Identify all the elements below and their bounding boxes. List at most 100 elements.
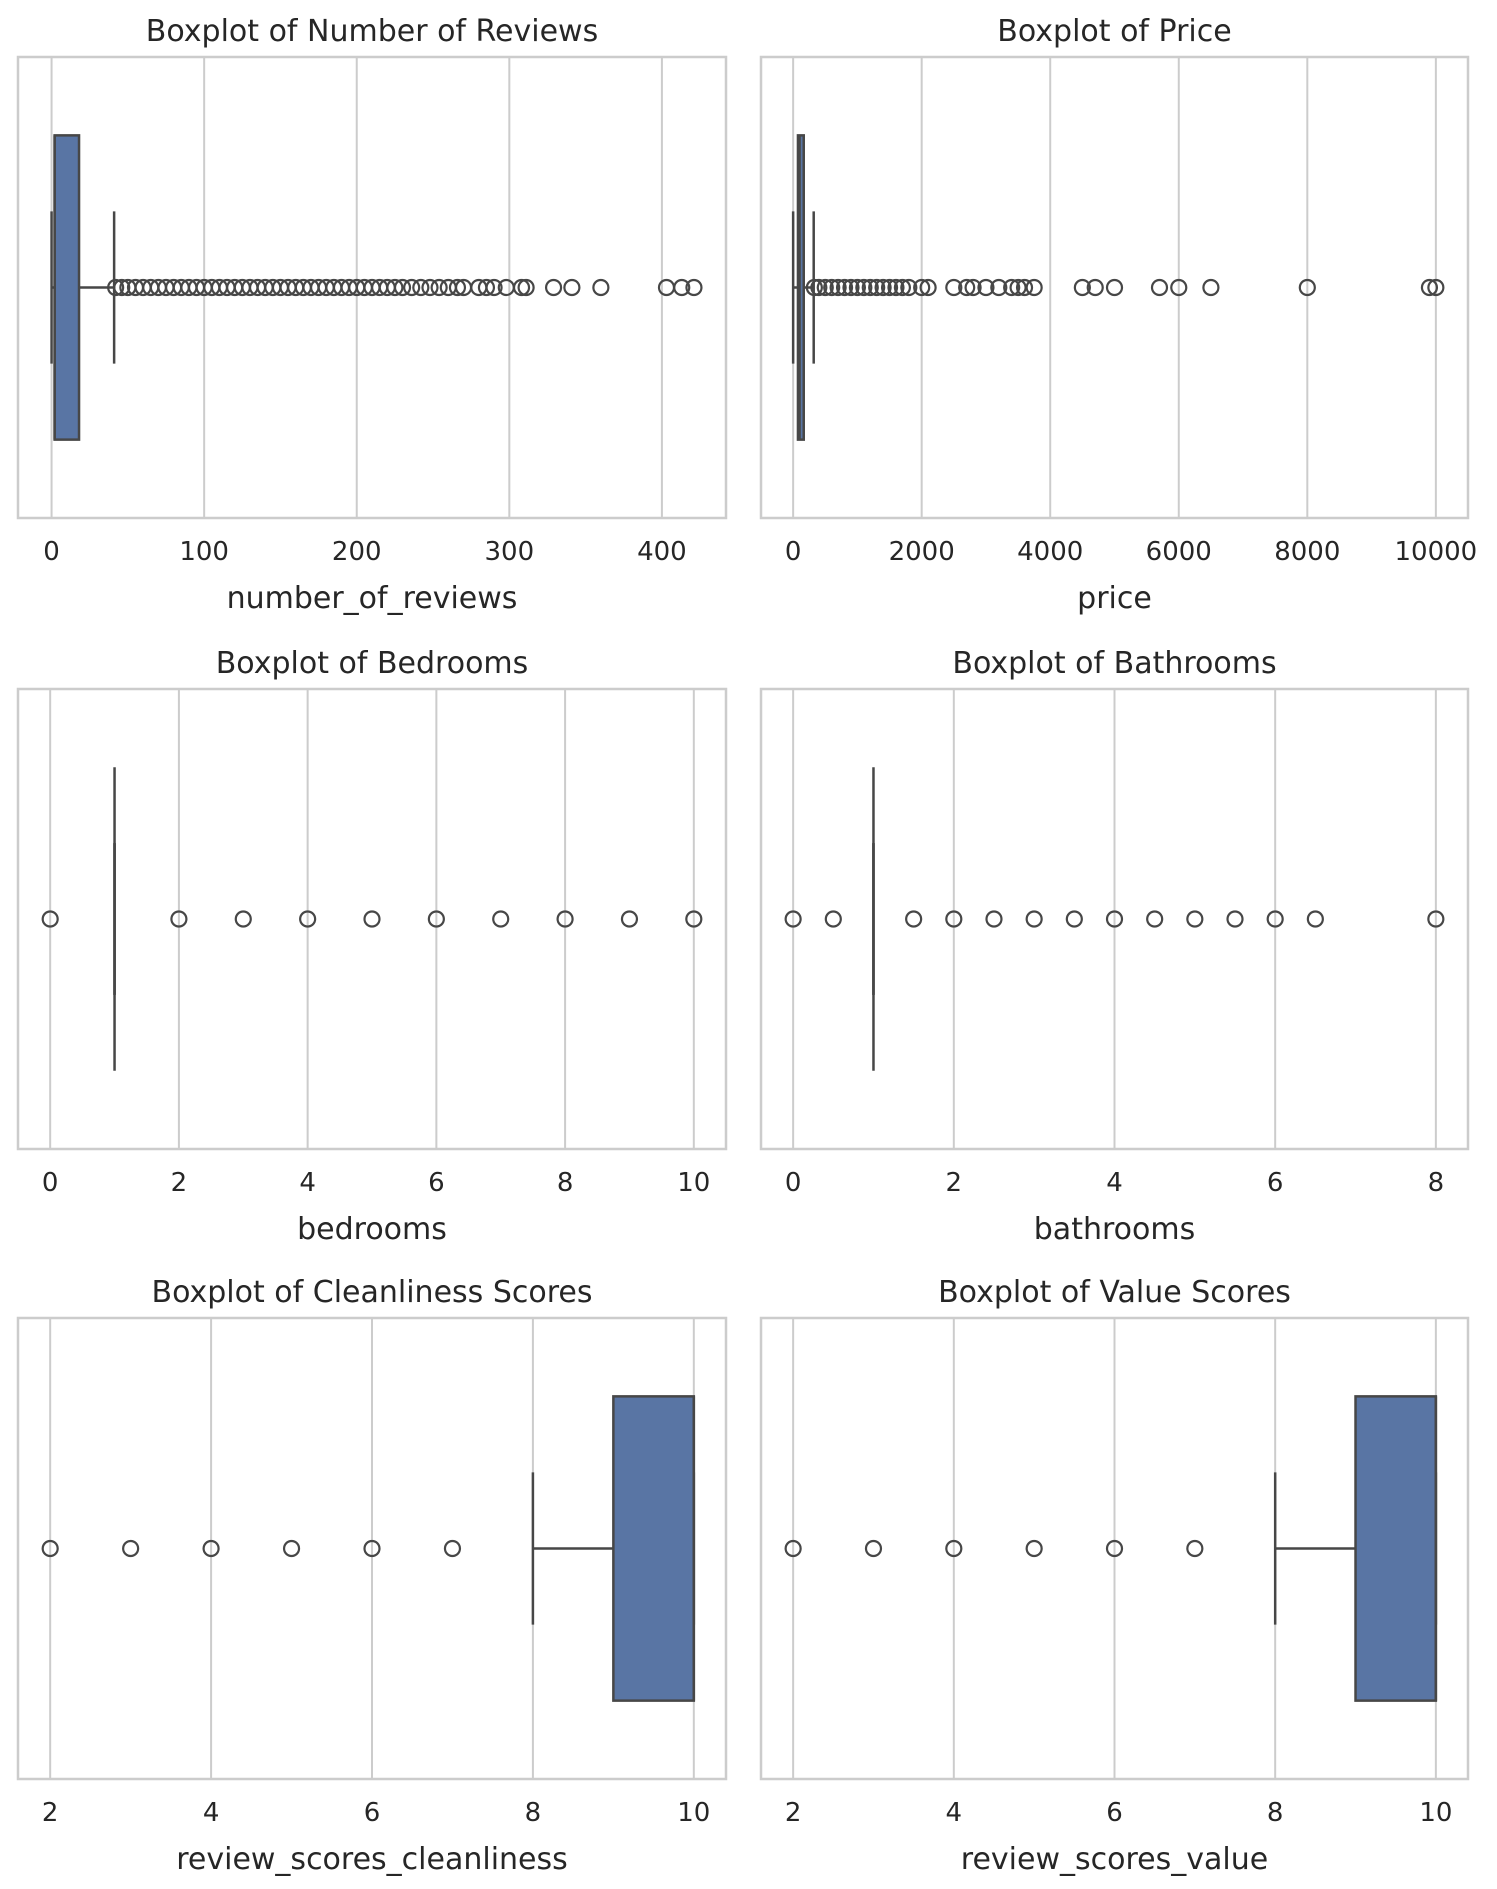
outlier-point (887, 278, 905, 297)
x-axis-label: bathrooms (1034, 1212, 1195, 1247)
x-tick-label: 4 (1106, 1168, 1123, 1198)
outlier-point (448, 278, 467, 297)
chart-title: Boxplot of Bedrooms (216, 646, 529, 681)
outlier-point (1298, 278, 1316, 297)
outlier-point (202, 1539, 220, 1558)
outlier-point (41, 1539, 59, 1558)
x-tick-label: 300 (485, 537, 535, 567)
outlier-point (913, 278, 931, 297)
outlier-point (1150, 278, 1169, 297)
outlier-point (945, 278, 963, 297)
axes-frame (16, 1316, 728, 1781)
outlier-point (41, 910, 59, 928)
x-tick-label: 6000 (1146, 537, 1212, 567)
outlier-point (855, 278, 873, 297)
outlier-point (784, 1539, 802, 1558)
iqr-box (53, 134, 81, 441)
x-tick-label: 4000 (1017, 537, 1083, 567)
x-tick-label: 2 (785, 1798, 802, 1828)
outlier-point (945, 1539, 963, 1558)
x-tick-label: 2000 (889, 537, 955, 567)
iqr-box (1354, 1395, 1438, 1702)
outlier-point (282, 1539, 301, 1558)
outlier-point (810, 278, 828, 297)
chart-title: Boxplot of Bathrooms (952, 646, 1276, 681)
outlier-point (393, 278, 412, 297)
outlier-point (234, 910, 252, 928)
outlier-point (673, 278, 691, 297)
outlier-point (492, 910, 510, 928)
x-tick-label: 6 (428, 1168, 445, 1198)
axes-frame (759, 1316, 1470, 1781)
x-tick-label: 400 (637, 537, 687, 567)
chart-panel-6: 2 4 6 8 10 Boxplot of Value Scores review_scor… (759, 1275, 1470, 1877)
outlier-point (1186, 1539, 1204, 1558)
outlier-point (905, 910, 923, 928)
outlier-point (1186, 910, 1204, 928)
outlier-point (1003, 278, 1021, 297)
x-tick-label: 6 (1267, 1168, 1284, 1198)
outlier-point (386, 278, 404, 297)
x-tick-label: 10000 (1395, 537, 1478, 567)
outlier-point (1427, 278, 1445, 297)
outlier-point (563, 278, 581, 297)
chart-title: Boxplot of Price (997, 14, 1231, 49)
outlier-point (805, 278, 823, 297)
outlier-point (977, 278, 995, 297)
outlier-point (784, 910, 802, 928)
outlier-point (985, 910, 1003, 928)
x-tick-label: 4 (299, 1168, 316, 1198)
outlier-point (864, 1539, 883, 1558)
axes-frame (759, 55, 1470, 520)
outlier-point (842, 278, 860, 297)
outlier-point (430, 278, 448, 297)
outlier-point (816, 278, 834, 297)
outlier-point (823, 278, 841, 297)
x-tick-label: 8 (1267, 1798, 1284, 1828)
outlier-point (900, 278, 918, 297)
outlier-point (170, 910, 188, 928)
outlier-point (919, 278, 937, 297)
outlier-point (1105, 1539, 1124, 1558)
x-tick-label: 200 (332, 537, 382, 567)
outlier-point (848, 278, 867, 297)
chart-panel-2: 0 2000 4000 6000 8000 10000 Boxplot of Price pr… (759, 14, 1478, 616)
chart-panel-4: 0 2 4 6 8 Boxplot of Bathrooms bathrooms (759, 646, 1470, 1247)
outlier-point (1202, 278, 1220, 297)
x-axis-label: review_scores_cleanliness (176, 1842, 568, 1877)
x-tick-label: 100 (179, 537, 229, 567)
outlier-point (1170, 278, 1188, 297)
outlier-point (403, 278, 421, 297)
x-axis-label: number_of_reviews (227, 581, 518, 616)
outlier-point (363, 1539, 381, 1558)
outlier-point (1420, 278, 1439, 297)
x-tick-label: 10 (677, 1798, 710, 1828)
outlier-point (1025, 910, 1043, 928)
outlier-point (485, 278, 503, 297)
x-axis-label: bedrooms (297, 1212, 447, 1247)
chart-panel-3: 0 2 4 6 8 10 Boxplot of Bedrooms bedrooms (16, 646, 728, 1247)
axes-frame (16, 55, 728, 520)
outlier-point (363, 910, 381, 928)
chart-title: Boxplot of Cleanliness Scores (152, 1275, 593, 1310)
x-axis-label: price (1077, 581, 1152, 616)
x-tick-label: 4 (203, 1798, 220, 1828)
chart-title: Boxplot of Value Scores (938, 1275, 1291, 1310)
outlier-point (1266, 910, 1284, 928)
outlier-point (1025, 278, 1043, 297)
outlier-point (824, 910, 842, 928)
outlier-point (1015, 278, 1034, 297)
outlier-point (1146, 910, 1164, 928)
outlier-point (1086, 278, 1104, 297)
x-tick-label: 2 (946, 1168, 963, 1198)
outlier-point (868, 278, 886, 297)
x-tick-label: 10 (677, 1168, 710, 1198)
outlier-point (685, 278, 703, 297)
outlier-point (1105, 910, 1124, 928)
outlier-point (544, 278, 563, 297)
iqr-box (796, 134, 805, 441)
x-tick-label: 0 (42, 1168, 59, 1198)
outlier-point (1226, 910, 1244, 928)
x-tick-label: 0 (785, 1168, 802, 1198)
outlier-point (113, 278, 131, 297)
